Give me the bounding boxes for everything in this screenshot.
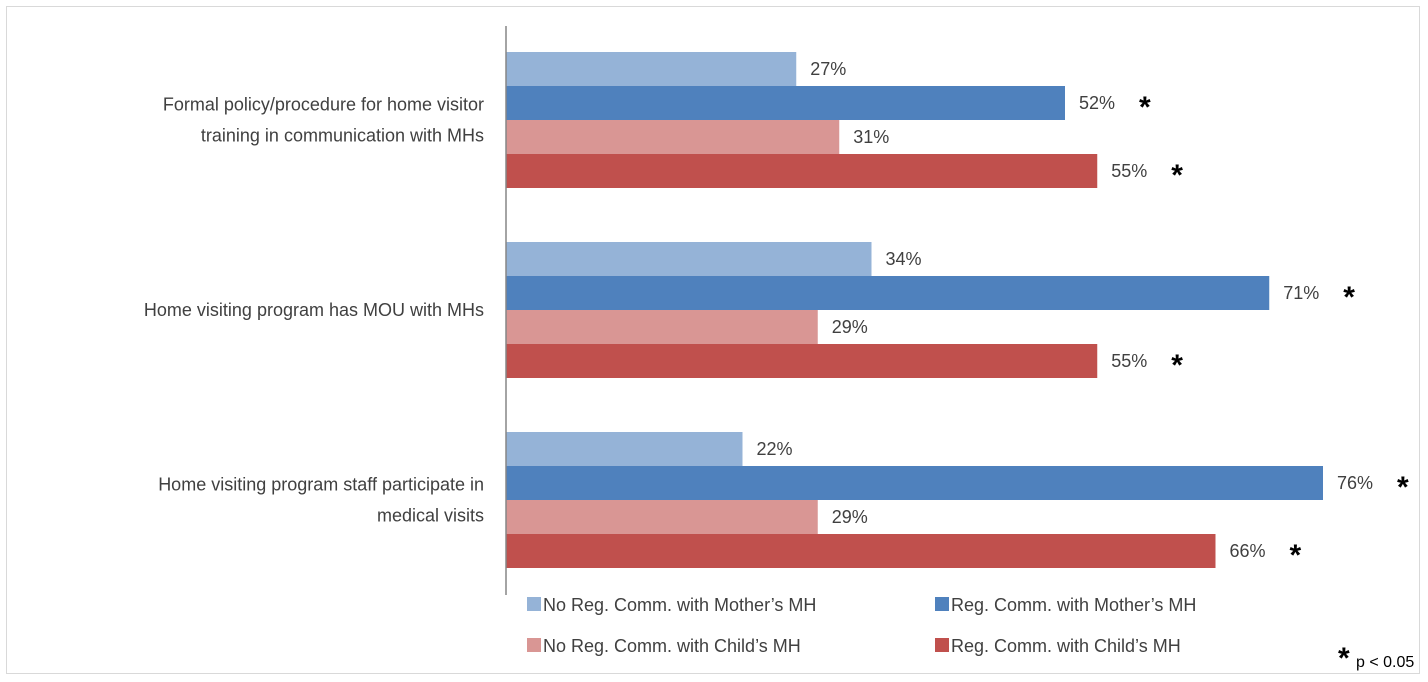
category-label: Home visiting program has MOU with MHs [144,300,484,320]
significance-star: * [1171,159,1183,192]
value-label: 55% [1111,351,1147,371]
value-label: 55% [1111,161,1147,181]
bar-3-2 [506,466,1323,500]
value-label: 27% [810,59,846,79]
legend-label: Reg. Comm. with Child’s MH [951,636,1181,656]
category-label: Formal policy/procedure for home visitor [163,95,484,115]
bar-3-4 [506,534,1216,568]
value-label: 76% [1337,473,1373,493]
bar-1-1 [506,52,797,86]
value-label: 31% [853,127,889,147]
category-label: medical visits [377,506,484,526]
category-label: Home visiting program staff participate … [158,475,484,495]
bar-1-3 [506,120,840,154]
significance-star: * [1171,349,1183,382]
significance-star: * [1397,471,1409,504]
bar-2-4 [506,344,1098,378]
value-labels: 27% 52% * 31% 55% * 34% 71% * 29% 55% * 22% 76% * 29% 66… [757,59,1410,572]
legend-swatch [527,638,541,652]
bar-2-1 [506,242,872,276]
significance-star: * [1343,281,1355,314]
bar-3-1 [506,432,743,466]
category-label: training in communication with MHs [201,126,484,146]
bar-3-3 [506,500,818,534]
legend-label: No Reg. Comm. with Mother’s MH [543,595,816,615]
legend: No Reg. Comm. with Mother’s MH Reg. Comm.… [527,595,1196,656]
bar-1-2 [506,86,1065,120]
value-label: 29% [832,317,868,337]
bar-1-4 [506,154,1098,188]
legend-swatch [935,638,949,652]
value-label: 71% [1283,283,1319,303]
bar-2-3 [506,310,818,344]
significance-note-marker: * [1338,642,1350,675]
significance-star: * [1290,539,1302,572]
significance-star: * [1139,91,1151,124]
value-label: 66% [1230,541,1266,561]
value-label: 22% [757,439,793,459]
significance-note-text: p < 0.05 [1356,654,1414,671]
value-label: 29% [832,507,868,527]
significance-note: * p < 0.05 [1338,642,1414,675]
value-label: 52% [1079,93,1115,113]
value-label: 34% [886,249,922,269]
bars-group [506,52,1323,568]
legend-swatch [527,597,541,611]
bar-2-2 [506,276,1270,310]
legend-swatch [935,597,949,611]
legend-label: No Reg. Comm. with Child’s MH [543,636,801,656]
legend-label: Reg. Comm. with Mother’s MH [951,595,1196,615]
category-labels: Formal policy/procedure for home visitor… [144,95,484,526]
